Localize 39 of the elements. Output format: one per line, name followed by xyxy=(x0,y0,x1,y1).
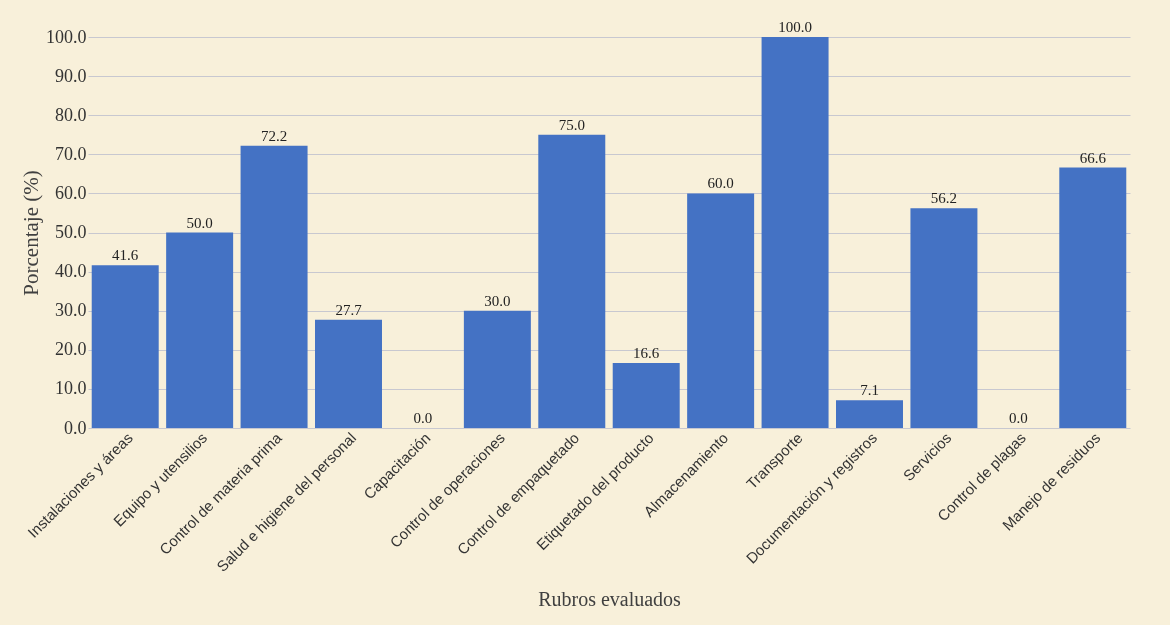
bar xyxy=(910,208,978,428)
y-tick-label: 60.0 xyxy=(55,182,87,203)
data-label: 60.0 xyxy=(707,175,734,192)
y-tick-label: 20.0 xyxy=(55,339,87,360)
data-label: 72.2 xyxy=(260,127,288,144)
y-tick-label: 70.0 xyxy=(55,143,87,164)
y-tick-label: 100.0 xyxy=(46,26,87,47)
bar xyxy=(463,310,531,428)
bar xyxy=(91,265,159,428)
y-tick-label: 80.0 xyxy=(55,104,87,125)
y-tick-label: 0.0 xyxy=(64,417,87,438)
data-label: 75.0 xyxy=(558,116,585,133)
y-axis-title: Porcentaje (%) xyxy=(19,170,43,296)
data-label: 100.0 xyxy=(778,19,812,35)
bar xyxy=(761,37,829,428)
data-label: 0.0 xyxy=(1008,410,1028,426)
y-tick-label: 10.0 xyxy=(55,378,87,399)
data-label: 56.2 xyxy=(930,190,958,207)
data-label: 7.1 xyxy=(860,382,879,399)
bar xyxy=(1059,167,1127,428)
bar xyxy=(315,319,382,428)
data-label: 66.6 xyxy=(1079,149,1107,166)
data-label: 50.0 xyxy=(186,214,213,231)
bar xyxy=(687,193,755,428)
data-label: 30.0 xyxy=(484,292,511,309)
data-label: 16.6 xyxy=(633,345,660,362)
data-label: 0.0 xyxy=(413,410,433,426)
data-label: 41.6 xyxy=(112,247,139,264)
data-label: 27.7 xyxy=(335,301,363,318)
y-tick-label: 30.0 xyxy=(55,300,87,321)
y-tick-label: 90.0 xyxy=(55,65,87,86)
bar xyxy=(612,363,680,428)
y-tick-label: 40.0 xyxy=(55,261,87,282)
x-axis-title: Rubros evaluados xyxy=(538,587,682,610)
y-tick-label: 50.0 xyxy=(55,222,87,242)
bar xyxy=(538,134,606,428)
bar xyxy=(240,145,308,428)
bar xyxy=(836,400,903,428)
bar xyxy=(166,232,234,428)
